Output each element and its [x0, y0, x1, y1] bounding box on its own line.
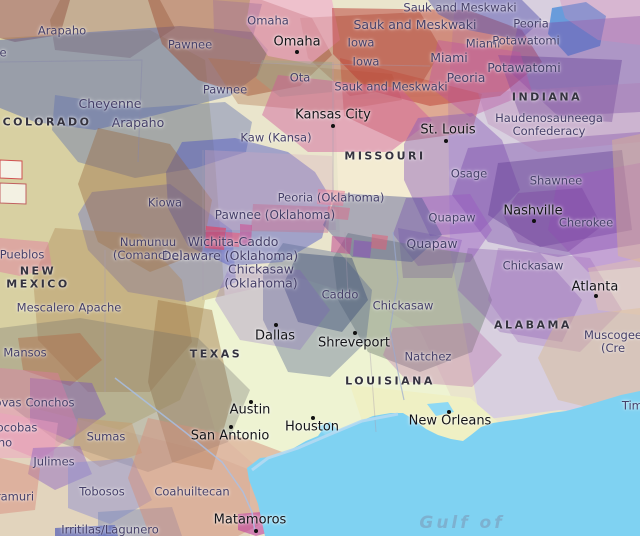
line-coastal-shallows: [251, 412, 399, 472]
region-peoria-ok-box[interactable]: [317, 189, 345, 206]
line-border-ok-east: [344, 231, 349, 296]
region-ota-grey[interactable]: [256, 60, 332, 97]
region-mansos-brown[interactable]: [18, 333, 102, 386]
region-chickasaw-east-band[interactable]: [458, 248, 582, 342]
region-topright-pink[interactable]: [560, 0, 640, 45]
region-pueblo-box-1[interactable]: [0, 159, 23, 180]
city-dot: [594, 294, 598, 298]
region-shawnee-band[interactable]: [452, 132, 640, 257]
region-cheyenne-south[interactable]: [52, 95, 252, 178]
region-navy-cluster[interactable]: [283, 253, 368, 332]
region-miami-magenta[interactable]: [428, 40, 532, 117]
region-atlanta-tan[interactable]: [588, 258, 640, 315]
region-conchos-west-pink[interactable]: [0, 368, 80, 460]
region-potawatomi-purple[interactable]: [508, 16, 640, 116]
region-corner-blue-strip[interactable]: [55, 525, 118, 536]
region-caddo-slate[interactable]: [263, 243, 372, 377]
city-dot: [274, 323, 278, 327]
region-osage-purple[interactable]: [404, 113, 520, 236]
region-ok-tiny-1[interactable]: [331, 236, 352, 254]
region-east-lavender: [448, 0, 640, 420]
region-muscogee-tan[interactable]: [538, 308, 640, 420]
city-dot: [353, 331, 357, 335]
city-dot: [447, 410, 451, 414]
region-haudenosauneega-mauve[interactable]: [478, 83, 640, 152]
region-north-oklahoma-pink[interactable]: [251, 204, 330, 233]
region-alabama-purple[interactable]: [488, 248, 622, 352]
region-sauk-blue-top[interactable]: [428, 0, 542, 40]
region-right-tan-strip[interactable]: [612, 134, 640, 262]
region-raramuri-salmon[interactable]: [0, 458, 40, 514]
line-treaty-box-edge: [0, 59, 143, 163]
region-oklahoma-blue-cluster[interactable]: [323, 193, 442, 262]
region-pueblo-box-2[interactable]: [0, 182, 27, 205]
region-pueblos-pink[interactable]: [0, 238, 52, 276]
city-dot: [249, 400, 253, 404]
city-dot: [331, 124, 335, 128]
region-kansas-pale-pink[interactable]: [205, 150, 336, 230]
line-mississippi-river: [389, 231, 405, 401]
region-wichita-box-1[interactable]: [205, 226, 226, 250]
city-dot: [444, 139, 448, 143]
region-peoria-blue-patch[interactable]: [548, 2, 606, 56]
region-maroon-topleft[interactable]: [0, 0, 70, 42]
region-sumas-tan[interactable]: [73, 418, 142, 467]
region-natchez-rose[interactable]: [383, 323, 502, 387]
city-dot: [311, 416, 315, 420]
region-comanche-indigo[interactable]: [78, 184, 236, 302]
region-chickasaw-grey[interactable]: [333, 233, 492, 372]
region-pawnee-ok-box[interactable]: [327, 206, 350, 220]
region-omaha-pink[interactable]: [246, 0, 340, 64]
region-potawatomi-dark[interactable]: [498, 55, 622, 122]
region-quapaw-north[interactable]: [393, 194, 492, 266]
region-ok-tiny-2[interactable]: [353, 240, 372, 258]
region-west-tan-plateau: [0, 30, 225, 430]
city-dot: [229, 425, 233, 429]
line-rio-grande-river: [114, 377, 256, 533]
region-conchos-purple[interactable]: [30, 378, 106, 440]
region-west-oklahoma-brown[interactable]: [78, 128, 212, 272]
region-mauve-topcenter[interactable]: [213, 0, 262, 40]
region-wichita-box-2[interactable]: [226, 232, 240, 247]
region-coahuiltecan-salmon[interactable]: [128, 418, 298, 536]
region-cherokee-purple[interactable]: [548, 163, 640, 272]
city-dot: [295, 50, 299, 54]
region-iowa-red[interactable]: [340, 58, 482, 142]
region-kansas-city-magenta[interactable]: [262, 75, 432, 152]
region-nashville-purple[interactable]: [503, 188, 602, 252]
region-new-mexico-brown[interactable]: [33, 228, 192, 392]
region-comanche-southeast[interactable]: [215, 265, 330, 350]
region-quapaw-south[interactable]: [398, 228, 462, 278]
region-gulf-of-mexico: [247, 391, 640, 536]
line-border-ne-ks: [249, 62, 431, 67]
region-wichita-box-3[interactable]: [240, 224, 252, 246]
city-dot: [532, 219, 536, 223]
city-dot: [254, 529, 258, 533]
region-shawnee-core[interactable]: [488, 150, 632, 247]
region-missouri-cream: [335, 95, 480, 242]
region-ocobas-pink[interactable]: [0, 413, 58, 458]
region-ok-tiny-3[interactable]: [371, 234, 388, 250]
